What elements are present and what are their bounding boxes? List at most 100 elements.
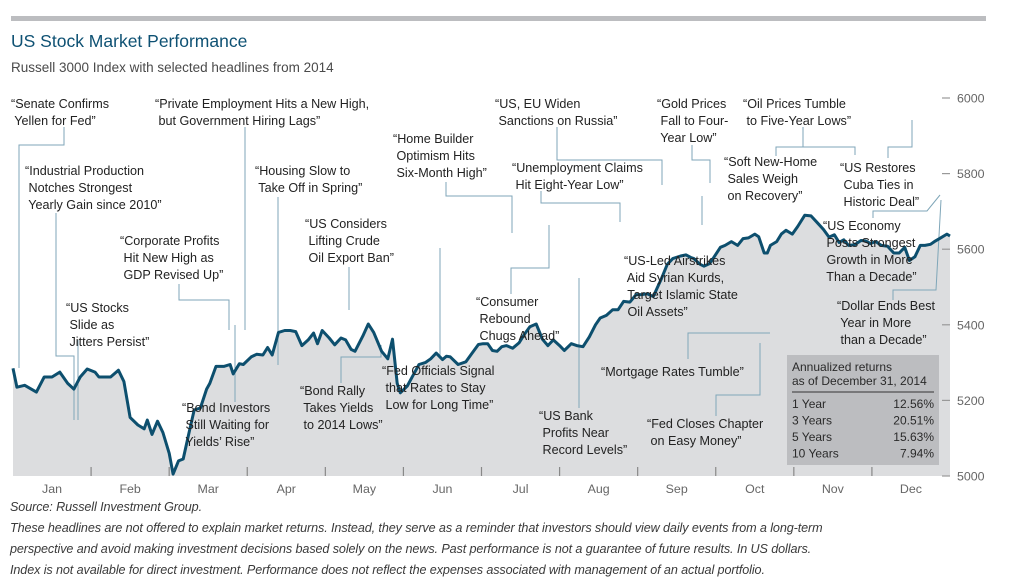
headline-text: “Fed Officials Signal — [382, 364, 494, 378]
returns-value: 20.51% — [893, 414, 934, 428]
headline-text: Yearly Gain since 2010” — [25, 198, 162, 212]
disclaimer-line-2: perspective and avoid making investment … — [10, 542, 812, 556]
headline-text: “Bond Investors — [182, 401, 270, 415]
headline-text: Notches Strongest — [25, 181, 133, 195]
headline-text: “Private Employment Hits a New High, — [155, 97, 369, 111]
headline-annotation: “Mortgage Rates Tumble” — [601, 365, 744, 379]
y-tick-label: 5800 — [957, 167, 985, 181]
x-tick-label: Oct — [745, 482, 765, 496]
x-tick-label: May — [353, 482, 377, 496]
headline-annotation: “US Restores Cuba Ties in Historic Deal” — [840, 161, 919, 209]
headline-text: but Government Hiring Lags” — [155, 114, 320, 128]
headline-annotation: “Soft New-Home Sales Weigh on Recovery” — [724, 155, 817, 203]
headline-annotation: “Senate Confirms Yellen for Fed” — [11, 97, 109, 128]
x-tick-label: Apr — [277, 482, 296, 496]
headline-text: “US Considers — [305, 217, 387, 231]
headline-leader-line — [887, 120, 913, 158]
headline-text: on Recovery” — [724, 189, 802, 203]
y-tick-label: 5000 — [957, 470, 985, 484]
header-rule — [11, 16, 986, 21]
headline-leader-line — [872, 194, 941, 218]
returns-value: 7.94% — [900, 447, 934, 461]
headline-leader-line — [540, 191, 621, 222]
headline-leader-line — [510, 225, 550, 294]
headline-annotation: “Bond Rally Takes Yields to 2014 Lows” — [300, 384, 383, 432]
headline-text: GDP Revised Up” — [120, 268, 223, 282]
headline-annotation: “US Bank Profits Near Record Levels” — [539, 409, 627, 457]
headline-text: than a Decade” — [837, 333, 927, 347]
x-tick-label: Aug — [588, 482, 610, 496]
returns-value: 12.56% — [893, 397, 934, 411]
headline-text: to Five-Year Lows” — [743, 114, 851, 128]
returns-period-label: 3 Years — [792, 414, 832, 428]
x-tick-label: Dec — [900, 482, 922, 496]
x-tick-label: Mar — [198, 482, 219, 496]
headline-leader-line — [687, 332, 770, 359]
headline-text: Yields’ Rise” — [182, 435, 254, 449]
headline-annotation: “Industrial Production Notches Strongest… — [25, 164, 162, 212]
headline-text: Yellen for Fed” — [11, 114, 96, 128]
headline-annotation: “Corporate Profits Hit New High as GDP R… — [120, 234, 223, 282]
returns-box-heading: Annualized returns — [792, 360, 892, 374]
disclaimer-line-1: These headlines are not offered to expla… — [10, 521, 823, 535]
headline-text: Sales Weigh — [724, 172, 798, 186]
headline-leader-line — [775, 146, 815, 156]
headline-text: “Unemployment Claims — [512, 161, 643, 175]
headline-text: “Oil Prices Tumble — [743, 97, 846, 111]
source-note: Source: Russell Investment Group. — [10, 500, 202, 514]
headline-annotation: “US, EU Widen Sanctions on Russia” — [495, 97, 618, 128]
headline-text: “Soft New-Home — [724, 155, 817, 169]
headline-text: “Corporate Profits — [120, 234, 219, 248]
headline-text: “Consumer — [476, 295, 538, 309]
headline-text: Cuba Ties in — [840, 178, 914, 192]
headline-text: “US, EU Widen — [495, 97, 580, 111]
disclaimer-line-3: Index is not available for direct invest… — [10, 563, 765, 577]
headline-text: Historic Deal” — [840, 195, 919, 209]
headline-annotation: “Unemployment Claims Hit Eight-Year Low” — [512, 161, 643, 192]
headline-leader-line — [178, 284, 230, 330]
headline-text: “US Stocks — [66, 301, 129, 315]
returns-value: 15.63% — [893, 430, 934, 444]
headline-leader-line — [802, 127, 856, 155]
headline-annotation: “Home Builder Optimism Hits Six-Month Hi… — [393, 132, 487, 180]
headline-text: Target Islamic State — [624, 288, 738, 302]
headline-text: “Bond Rally — [300, 384, 366, 398]
x-tick-label: Jun — [432, 482, 452, 496]
headline-text: “US Restores — [840, 161, 916, 175]
headline-text: Fall to Four- — [657, 114, 728, 128]
headline-text: Takes Yields — [300, 401, 373, 415]
y-tick-label: 6000 — [957, 92, 985, 106]
headline-annotation: “Private Employment Hits a New High, but… — [155, 97, 369, 128]
headline-leader-line — [715, 343, 761, 416]
headline-text: to 2014 Lows” — [300, 418, 383, 432]
headline-text: “Mortgage Rates Tumble” — [601, 365, 744, 379]
headline-text: Posts Strongest — [823, 236, 916, 250]
x-tick-label: Nov — [822, 482, 845, 496]
y-tick-label: 5200 — [957, 394, 985, 408]
axes: 5000 5200 5400 5600 5800 6000 Jan Feb Mar Apr May J… — [42, 92, 985, 497]
headline-text: Sanctions on Russia” — [495, 114, 618, 128]
headline-annotation: “US Considers Lifting Crude Oil Export B… — [305, 217, 394, 265]
returns-period-label: 10 Years — [792, 447, 839, 461]
headline-text: “US Economy — [823, 219, 901, 233]
headline-text: Low for Long Time” — [382, 398, 493, 412]
returns-period-label: 1 Year — [792, 397, 826, 411]
headline-annotation: “Oil Prices Tumble to Five-Year Lows” — [743, 97, 851, 128]
headline-text: “Home Builder — [393, 132, 474, 146]
index-line-layer — [11, 213, 951, 476]
headline-annotation: “Fed Closes Chapter on Easy Money” — [647, 417, 763, 448]
chart-subtitle: Russell 3000 Index with selected headlin… — [11, 60, 334, 75]
headline-annotation: “Fed Officials Signal that Rates to Stay… — [382, 364, 494, 412]
headline-text: Oil Assets” — [624, 305, 688, 319]
headline-text: Take Off in Spring” — [255, 181, 362, 195]
headline-text: “Senate Confirms — [11, 97, 109, 111]
headline-text: on Easy Money” — [647, 434, 742, 448]
headline-leader-line — [445, 182, 513, 233]
headline-annotation: “US Stocks Slide as Jitters Persist” — [66, 301, 149, 349]
returns-box-background — [787, 355, 939, 465]
headline-text: Record Levels” — [539, 443, 627, 457]
headline-text: “US-Led Airstrikes — [624, 254, 725, 268]
headline-text: “Industrial Production — [25, 164, 144, 178]
headline-text: “US Bank — [539, 409, 594, 423]
